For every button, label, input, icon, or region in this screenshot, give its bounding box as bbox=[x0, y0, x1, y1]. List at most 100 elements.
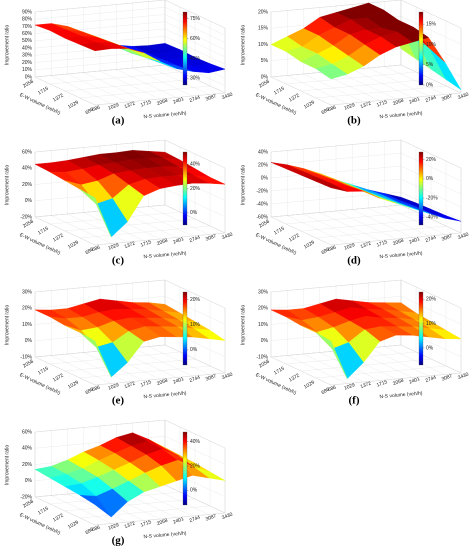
z-tick-label: 40% bbox=[22, 166, 33, 172]
z-tick-label: 15% bbox=[258, 26, 269, 32]
z-axis-title: Improvement ratio bbox=[240, 25, 246, 66]
y-grid-line bbox=[270, 280, 402, 358]
z-tick-label: 40% bbox=[22, 45, 33, 51]
x-tick-label: 1029 bbox=[107, 522, 120, 532]
y-tick-label: 1372 bbox=[52, 513, 65, 524]
z-tick-label: 0% bbox=[261, 175, 269, 181]
colorbar bbox=[418, 11, 424, 86]
z-tick-label: 20% bbox=[258, 306, 269, 312]
colorbar-tick-label: 0% bbox=[426, 82, 434, 88]
x-tick-label: 686 bbox=[91, 105, 101, 114]
colorbar bbox=[182, 11, 188, 86]
z-tick-label: 20% bbox=[22, 306, 33, 312]
z-tick-label: 20% bbox=[22, 60, 33, 66]
y-tick-label: 2058 bbox=[22, 359, 35, 370]
colorbar bbox=[182, 151, 188, 226]
y-tick-label: 1372 bbox=[52, 233, 65, 244]
x-tick-label: 1029 bbox=[343, 242, 356, 252]
x-tick-label: 686 bbox=[91, 525, 101, 534]
panel-label: (e) bbox=[112, 395, 125, 407]
colorbar-tick-label: 30% bbox=[190, 76, 201, 82]
y-tick-label: 686 bbox=[84, 387, 94, 396]
colorbar-tick-label: 20% bbox=[426, 297, 437, 303]
x-tick-label: 2744 bbox=[189, 515, 202, 525]
colorbar-tick-label: 20% bbox=[190, 463, 201, 469]
x-tick-label: 2744 bbox=[425, 235, 438, 245]
panel-label: (b) bbox=[347, 115, 361, 127]
panel: -60%-40%-20%0%20%40%686 1029 1372 1715 2058 2… bbox=[240, 139, 470, 267]
x-tick-label: 3430 bbox=[221, 372, 234, 382]
y-tick-label: 1715 bbox=[37, 506, 50, 517]
x-tick-label: 3430 bbox=[221, 92, 234, 102]
z-grid-line bbox=[34, 0, 226, 29]
y-tick-label: 1372 bbox=[52, 373, 65, 384]
x-tick-label: 1029 bbox=[107, 382, 120, 392]
y-grid-line bbox=[49, 287, 181, 365]
x-tick-label: 2401 bbox=[172, 236, 185, 246]
y-tick-label: 686 bbox=[84, 247, 94, 256]
z-axis-title: Improvement ratio bbox=[4, 25, 10, 66]
z-tick-label: 10% bbox=[258, 322, 269, 328]
surface-cell bbox=[79, 332, 112, 378]
x-tick-label: 1715 bbox=[376, 239, 389, 249]
y-tick-label: 1029 bbox=[303, 240, 316, 251]
x-tick-label: 3430 bbox=[221, 512, 234, 522]
colorbar-tick-label: 20% bbox=[190, 186, 201, 192]
surface-cell bbox=[315, 63, 348, 80]
y-tick-label: 1372 bbox=[52, 93, 65, 104]
y-tick-label: 1715 bbox=[273, 226, 286, 237]
x-axis-title: N-S volume (veh/h) bbox=[379, 250, 423, 260]
x-tick-label: 1372 bbox=[124, 381, 137, 391]
y-tick-label: 1029 bbox=[67, 520, 80, 531]
x-tick-label: 2058 bbox=[156, 98, 169, 108]
x-axis-title: N-S volume (veh/h) bbox=[379, 390, 423, 400]
panel: 0%5%10%15%20%686 1029 1372 1715 2058 2401 2744… bbox=[240, 0, 470, 127]
z-tick-label: -20% bbox=[20, 494, 32, 500]
x-tick-label: 2058 bbox=[156, 518, 169, 528]
y-grid-line bbox=[300, 154, 432, 232]
z-tick-label: 0% bbox=[261, 74, 269, 80]
panel-label: (g) bbox=[112, 535, 125, 547]
panel: -10%0%10%20%30%686 1029 1372 1715 2058 2401 27… bbox=[240, 279, 470, 407]
y-tick-label: 1029 bbox=[67, 100, 80, 111]
y-grid-line bbox=[285, 7, 417, 85]
x-axis-title: N-S volume (veh/h) bbox=[143, 390, 187, 400]
z-tick-label: -10% bbox=[256, 354, 268, 360]
y-tick-label: 2058 bbox=[22, 79, 35, 90]
x-tick-label: 1372 bbox=[360, 381, 373, 391]
x-tick-label: 1372 bbox=[360, 241, 373, 251]
z-tick-label: 0% bbox=[25, 478, 33, 484]
z-grid-line bbox=[270, 0, 462, 29]
x-tick-label: 2744 bbox=[189, 95, 202, 105]
z-tick-label: 20% bbox=[22, 182, 33, 188]
y-tick-label: 1715 bbox=[37, 226, 50, 237]
x-tick-label: 686 bbox=[327, 105, 337, 114]
y-grid-line bbox=[79, 301, 211, 379]
panel: -20%0%20%40%60%686 1029 1372 1715 2058 2401 27… bbox=[4, 419, 234, 547]
z-tick-label: 20% bbox=[22, 462, 33, 468]
y-tick-label: 1029 bbox=[67, 240, 80, 251]
colorbar-tick-label: 40% bbox=[190, 161, 201, 167]
z-tick-label: -10% bbox=[20, 354, 32, 360]
colorbar-tick-label: 0% bbox=[426, 176, 434, 182]
x-tick-label: 3430 bbox=[221, 232, 234, 242]
x-tick-label: 3087 bbox=[441, 233, 454, 243]
z-tick-label: 0% bbox=[261, 338, 269, 344]
x-tick-label: 3430 bbox=[457, 372, 470, 382]
colorbar-tick-label: 5% bbox=[426, 62, 434, 68]
x-tick-label: 1715 bbox=[376, 99, 389, 109]
x-tick-label: 2401 bbox=[172, 96, 185, 106]
colorbar-tick-label: 75% bbox=[190, 16, 201, 22]
x-tick-label: 2744 bbox=[189, 375, 202, 385]
y-grid-line bbox=[94, 448, 226, 526]
x-tick-label: 1715 bbox=[140, 239, 153, 249]
y-tick-label: 2058 bbox=[22, 499, 35, 510]
y-tick-label: 2058 bbox=[258, 79, 271, 90]
x-tick-label: 686 bbox=[91, 385, 101, 394]
y-grid-line bbox=[315, 21, 447, 99]
z-tick-label: 5% bbox=[261, 58, 269, 64]
z-tick-label: 50% bbox=[22, 38, 33, 44]
y-tick-label: 686 bbox=[84, 107, 94, 116]
y-grid-line bbox=[79, 441, 211, 519]
y-grid-line bbox=[64, 14, 196, 92]
